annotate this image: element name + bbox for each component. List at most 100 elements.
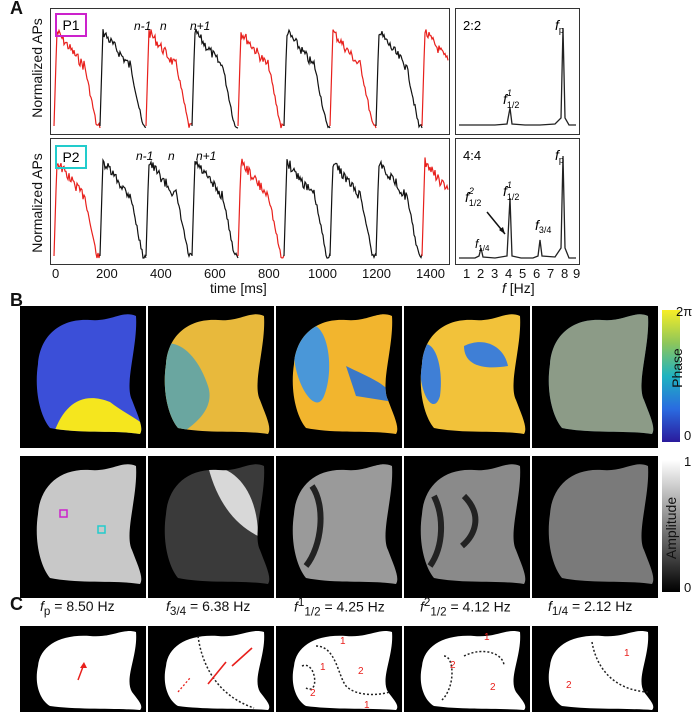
freq-tick: 7 <box>547 266 555 281</box>
time-tick: 600 <box>204 266 226 281</box>
spectrum-p1-line <box>459 27 576 126</box>
freq-header-3: f11/2 = 4.25 Hz <box>294 596 385 619</box>
colorbar-phase-bottom: 0 <box>684 428 692 443</box>
ratio-p1: 2:2 <box>463 18 481 33</box>
arrowhead-icon <box>499 227 505 234</box>
roi-p1 <box>59 509 68 518</box>
time-axis-label: time [ms] <box>210 280 267 296</box>
c5-label: 1 <box>624 648 630 659</box>
amp-tile-2 <box>148 456 274 598</box>
time-tick: 400 <box>150 266 172 281</box>
trace-p2 <box>53 157 449 259</box>
ap-beat-trace <box>53 162 101 259</box>
freq-tick: 5 <box>519 266 527 281</box>
beat-label-p2-n-minus-1: n-1 <box>136 149 153 163</box>
spectrum-plot-p1: 2:2 fp f1 1/2 <box>455 8 580 135</box>
peak-14-p2: f1/4 <box>475 237 490 253</box>
amp-tile-4 <box>404 456 530 598</box>
freq-tick: 3 <box>491 266 499 281</box>
ap-beat-trace <box>237 32 285 129</box>
arrow-icon <box>80 662 87 668</box>
peak-half1-p2: f1 1/2 <box>503 180 519 202</box>
ap-beat-trace <box>237 158 285 259</box>
time-tick: 800 <box>258 266 280 281</box>
peak-half-p1: f1 1/2 <box>503 88 519 110</box>
peak-half2-p2: f2 1/2 <box>465 186 481 208</box>
c3-label: 2 <box>310 688 316 699</box>
y-axis-label-row1: Normalized APs <box>29 18 45 118</box>
c4-label: 1 <box>484 632 490 643</box>
amp-tile-3 <box>276 456 402 598</box>
ap-beat-trace <box>375 159 423 259</box>
ap-beat-trace <box>145 159 193 259</box>
peak-fp-p2: fp <box>555 147 564 165</box>
beat-label-n-minus-1: n-1 <box>134 19 151 33</box>
mask-row: 1 1 2 2 1 1 2 2 1 2 <box>20 626 658 712</box>
time-tick: 1000 <box>308 266 337 281</box>
ap-beat-trace <box>283 28 331 129</box>
ap-beat-trace <box>191 28 239 129</box>
ap-beat-trace <box>329 162 377 259</box>
spectrum-p2-line <box>459 155 576 259</box>
colorbar-phase-top: 2π <box>676 304 693 319</box>
badge-p1-box <box>55 13 87 37</box>
ap-beat-trace <box>375 31 423 129</box>
colorbar-amp-top: 1 <box>684 454 692 469</box>
freq-tick: 6 <box>533 266 541 281</box>
time-tick: 1400 <box>416 266 445 281</box>
time-axis: 0 200 400 600 800 1000 1200 1400 <box>50 266 450 296</box>
ap-beat-trace <box>145 29 193 128</box>
badge-p2: P2 <box>62 149 79 165</box>
beat-label-n-plus-1: n+1 <box>190 19 210 33</box>
time-tick: 1200 <box>362 266 391 281</box>
freq-header-1: fp = 8.50 Hz <box>40 598 115 618</box>
freq-tick: 1 <box>463 266 471 281</box>
roi-p2 <box>97 525 106 534</box>
freq-axis-label: f [Hz] <box>502 280 535 296</box>
beat-label-p2-n: n <box>168 149 175 163</box>
mask-tile-2 <box>148 626 274 712</box>
freq-tick: 2 <box>477 266 485 281</box>
c3-label: 1 <box>340 636 346 647</box>
ap-beat-trace <box>421 157 449 257</box>
amp-tile-1 <box>20 456 146 598</box>
ap-beat-trace <box>99 29 147 128</box>
amp-tile-5 <box>532 456 658 598</box>
c3-label: 1 <box>320 662 326 673</box>
phase-tile-2 <box>148 306 274 448</box>
freq-header-5: f1/4 = 2.12 Hz <box>548 598 633 618</box>
panel-letter-c: C <box>10 594 23 614</box>
ap-beat-trace <box>283 159 331 259</box>
phase-tile-1 <box>20 306 146 448</box>
phase-maps <box>20 306 658 598</box>
time-tick: 0 <box>52 266 60 281</box>
ap-beat-trace <box>53 28 101 129</box>
colorbar-amp-label: Amplitude <box>663 496 680 560</box>
mask-tile-1 <box>20 626 146 712</box>
mask-tile-4: 1 2 2 <box>404 626 530 712</box>
phase-tile-4 <box>404 306 530 448</box>
peak-34-p2: f3/4 <box>535 217 551 235</box>
badge-p1: P1 <box>62 17 79 33</box>
mask-tile-5: 1 2 <box>532 626 658 712</box>
c4-label: 2 <box>450 660 456 671</box>
trace-plot-p2: P2 n-1 n n+1 <box>50 138 450 265</box>
panel-letter-b: B <box>10 290 23 310</box>
mask-tile-3: 1 1 2 2 1 <box>276 626 402 712</box>
freq-header-2: f3/4 = 6.38 Hz <box>166 598 251 618</box>
c3-label: 2 <box>358 666 364 677</box>
freq-tick: 8 <box>561 266 569 281</box>
freq-tick: 4 <box>505 266 513 281</box>
ap-beat-trace <box>191 159 239 259</box>
y-axis-label-row2: Normalized APs <box>29 153 45 253</box>
colorbar-phase <box>662 310 680 442</box>
colorbar-amplitude <box>662 460 680 592</box>
freq-tick: 9 <box>573 266 581 281</box>
colorbar-amp-bottom: 0 <box>684 580 692 595</box>
peak-fp-p1: fp <box>555 17 564 35</box>
beat-label-p2-n-plus-1: n+1 <box>196 149 216 163</box>
colorbar-phase-label: Phase <box>668 348 685 388</box>
ratio-p2: 4:4 <box>463 148 481 163</box>
c5-label: 2 <box>566 680 572 691</box>
ap-beat-trace <box>99 158 147 259</box>
